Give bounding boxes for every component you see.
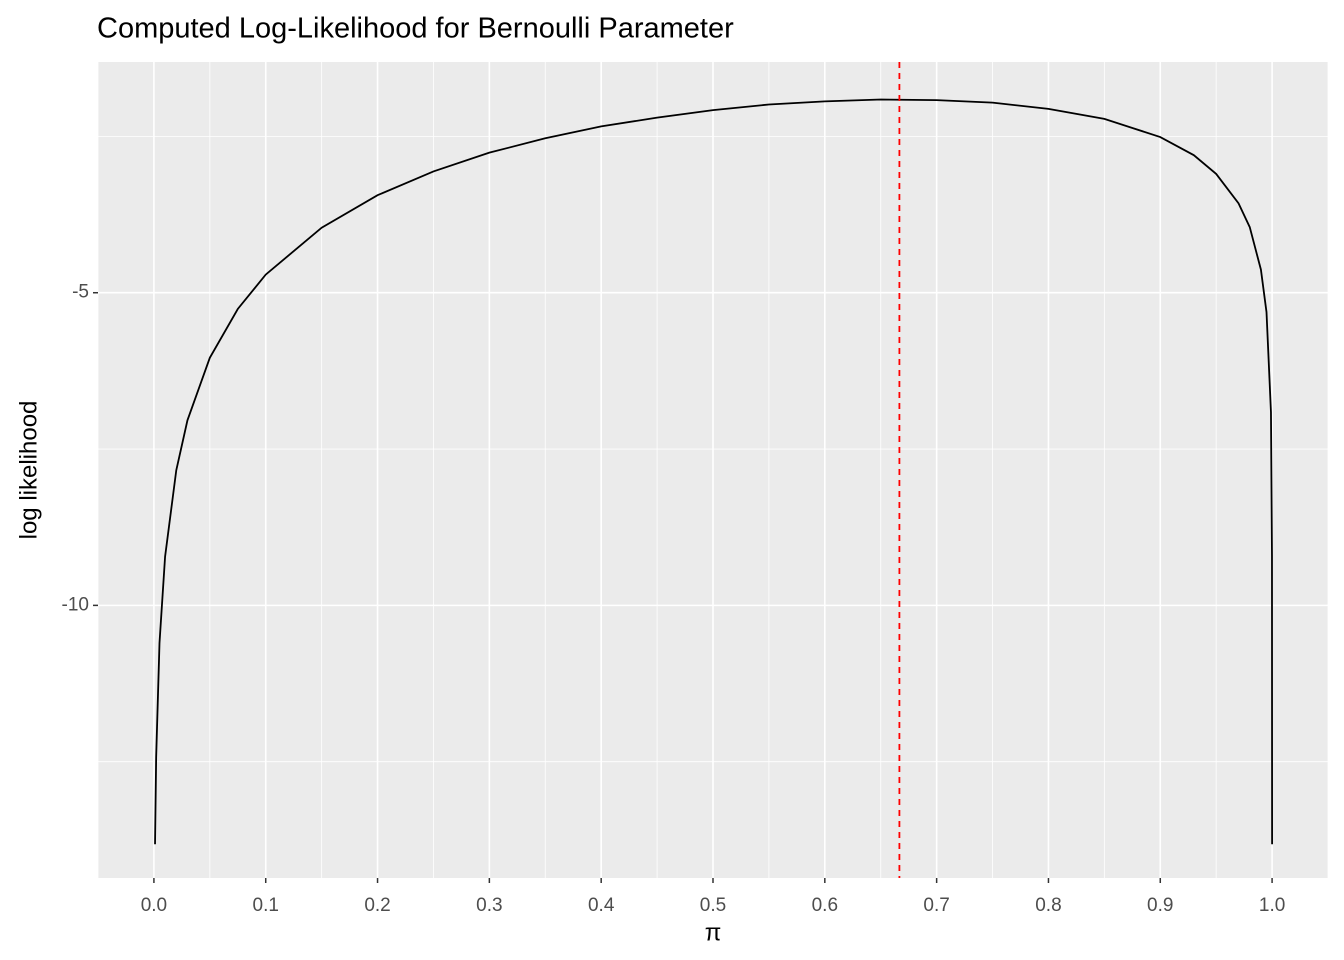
x-tick-label: 0.6 xyxy=(812,895,838,916)
x-tick-label: 0.4 xyxy=(588,895,615,916)
chart-title: Computed Log-Likelihood for Bernoulli Pa… xyxy=(97,13,734,45)
y-axis-title: log likelihood xyxy=(15,401,42,540)
x-tick-label: 0.3 xyxy=(476,895,502,916)
x-tick-label: 0.0 xyxy=(141,895,167,916)
y-tick-label: -5 xyxy=(72,282,89,303)
x-tick-label: 1.0 xyxy=(1259,895,1285,916)
x-tick-label: 0.9 xyxy=(1147,895,1173,916)
x-tick-label: 0.1 xyxy=(253,895,279,916)
data-line xyxy=(154,98,1273,845)
x-tick-label: 0.8 xyxy=(1035,895,1061,916)
x-axis-title: π xyxy=(705,919,722,946)
x-tick-label: 0.2 xyxy=(364,895,390,916)
x-tick-label: 0.7 xyxy=(923,895,949,916)
y-tick-label: -10 xyxy=(62,594,89,615)
x-tick-label: 0.5 xyxy=(700,895,726,916)
